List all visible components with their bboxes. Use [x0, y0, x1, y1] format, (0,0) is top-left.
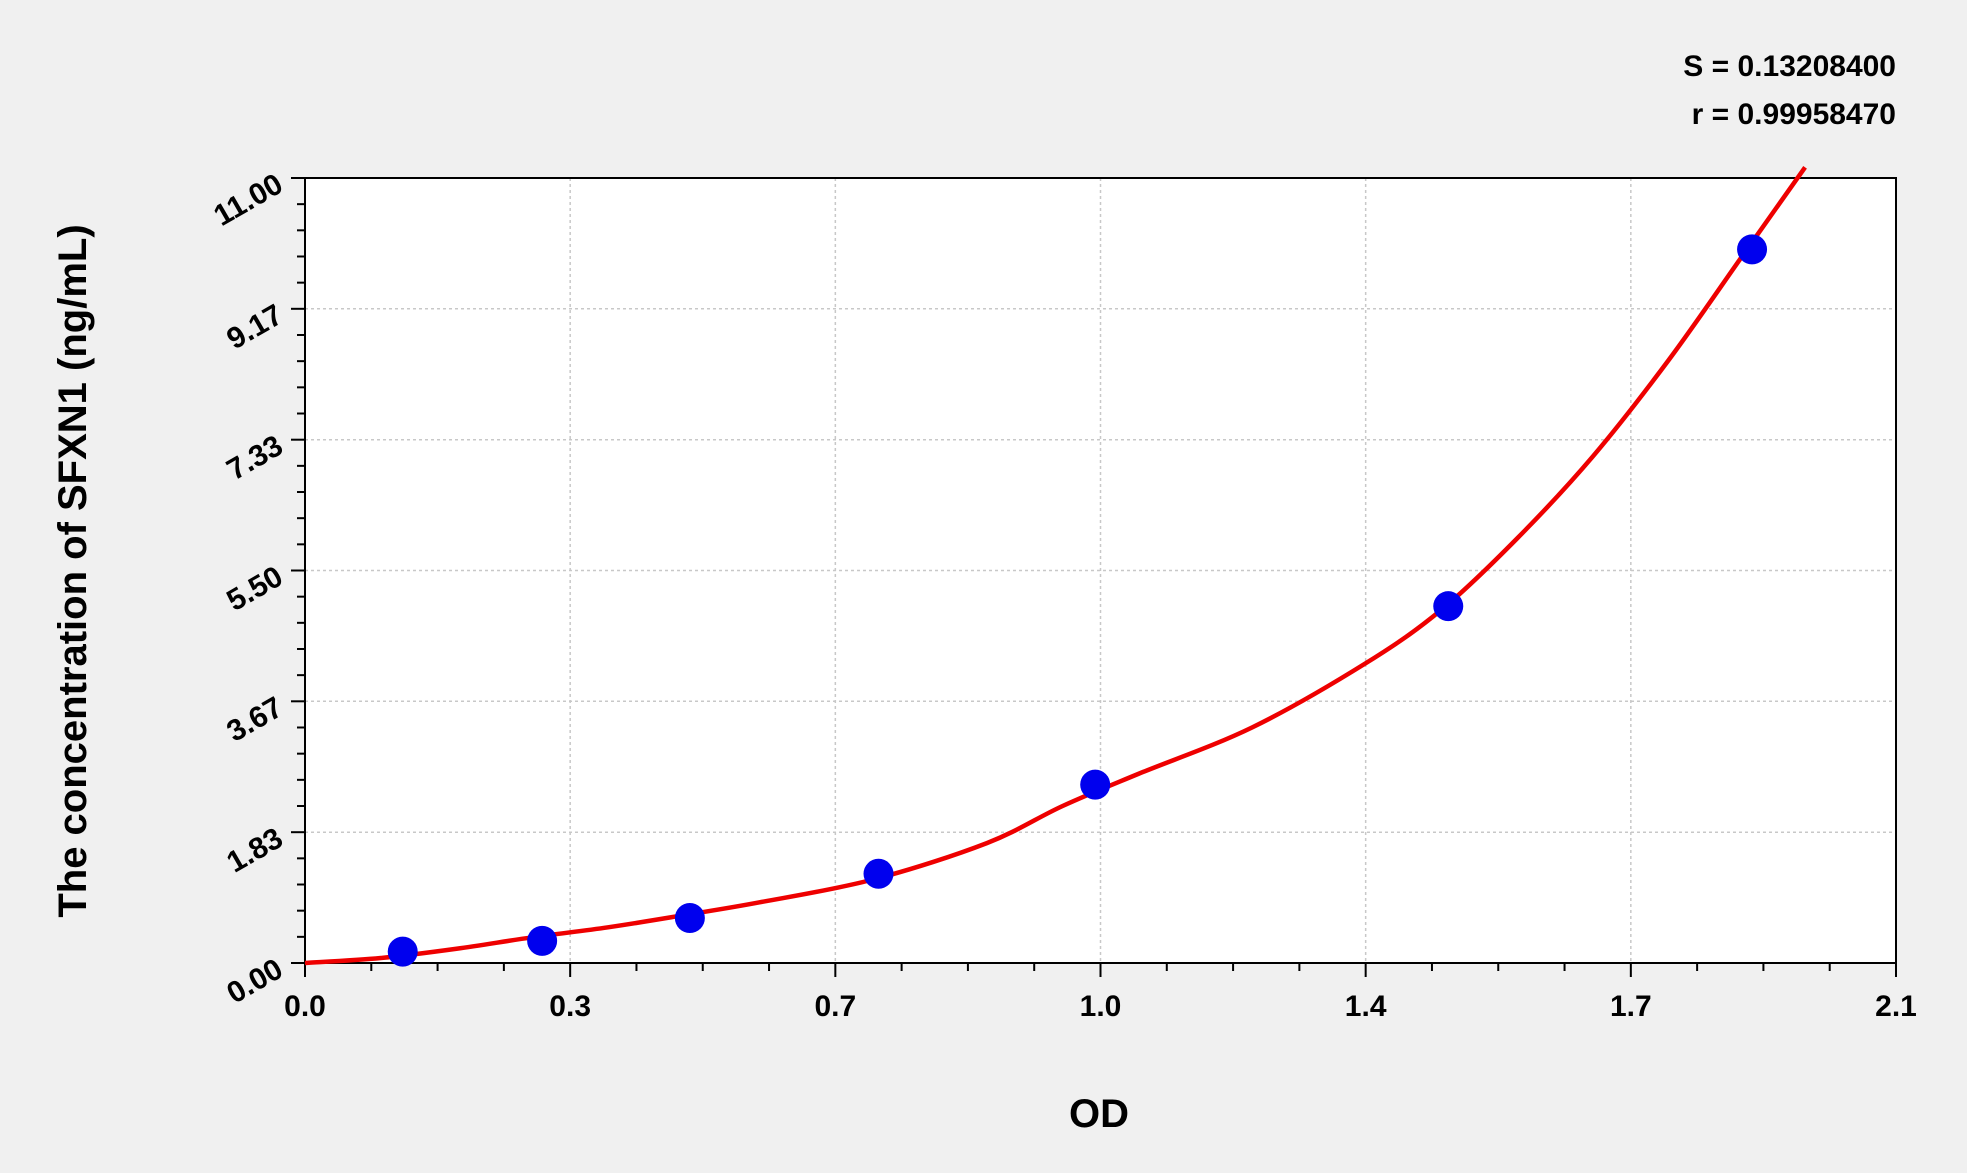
- data-point: [1737, 234, 1768, 265]
- y-axis-label: The concentration of SFXN1 (ng/mL): [51, 224, 95, 917]
- data-point: [1433, 591, 1464, 622]
- data-point: [527, 925, 558, 956]
- x-tick-label: 1.4: [1345, 990, 1387, 1023]
- data-points: [387, 234, 1768, 967]
- r-value-annotation: r = 0.99958470: [1692, 98, 1896, 131]
- x-axis-label: OD: [1069, 1092, 1129, 1136]
- x-tick-label: 1.0: [1080, 990, 1122, 1023]
- data-point: [863, 858, 894, 889]
- x-tick-label: 2.1: [1875, 990, 1917, 1023]
- data-point: [1080, 769, 1111, 800]
- y-tick-label: 11.00: [208, 167, 288, 232]
- y-tick-labels: 0.00 1.83 3.67 5.50 7.33 9.17 11.00: [208, 167, 288, 1010]
- ticks: [291, 177, 1897, 977]
- x-tick-labels: 0.0 0.3 0.7 1.0 1.4 1.7 2.1: [284, 990, 1917, 1023]
- x-tick-label: 0.7: [814, 990, 856, 1023]
- y-tick-label: 5.50: [221, 560, 288, 618]
- x-tick-label: 0.3: [549, 990, 591, 1023]
- y-tick-label: 9.17: [221, 298, 288, 356]
- x-tick-label: 0.0: [284, 990, 326, 1023]
- y-tick-label: 3.67: [221, 691, 288, 749]
- s-value-annotation: S = 0.13208400: [1683, 50, 1896, 83]
- y-tick-label: 0.00: [221, 952, 288, 1010]
- grid: [305, 178, 1896, 963]
- y-tick-label: 1.83: [221, 822, 288, 880]
- y-tick-label: 7.33: [221, 429, 288, 487]
- data-point: [674, 903, 705, 934]
- plot-frame: [304, 177, 1897, 964]
- data-point: [387, 936, 418, 967]
- x-tick-label: 1.7: [1610, 990, 1652, 1023]
